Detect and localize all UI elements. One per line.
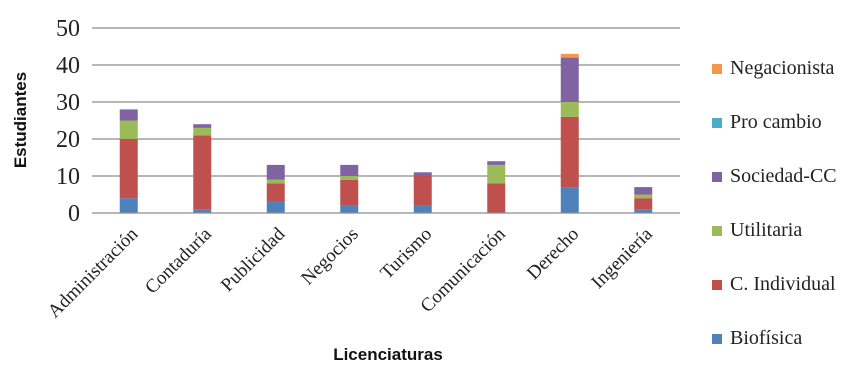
bar-segment — [487, 183, 506, 213]
bar-segment — [193, 135, 212, 210]
bar-segment — [487, 161, 506, 165]
bar-segment — [119, 139, 138, 199]
y-tick-label: 50 — [56, 16, 80, 42]
x-tick-label: Turismo — [376, 224, 436, 284]
bar-segment — [119, 120, 138, 139]
bar-segment — [634, 194, 653, 199]
bar-segment — [119, 198, 138, 213]
bar-segment — [340, 164, 359, 176]
bar-segment — [413, 176, 432, 206]
bar-segment — [340, 176, 359, 180]
bar-segment — [487, 164, 506, 184]
bar-segment — [560, 57, 579, 102]
legend-label: Sociedad-CC — [730, 165, 837, 187]
bar-segment — [119, 109, 138, 121]
x-tick-label: Derecho — [523, 224, 583, 284]
y-tick-label: 40 — [56, 53, 80, 79]
legend-label: Utilitaria — [730, 219, 802, 241]
x-tick-label: Negocios — [297, 224, 363, 290]
y-axis-title: Estudiantes — [11, 72, 30, 168]
bar-segment — [634, 209, 653, 213]
bar-segment — [266, 164, 285, 180]
y-tick-label: 20 — [56, 127, 80, 153]
bar-segment — [266, 201, 285, 213]
bar-segment — [560, 187, 579, 213]
x-tick-label: Contaduría — [141, 223, 216, 298]
bar-segment — [193, 127, 212, 136]
bar-segment — [340, 179, 359, 206]
legend-swatch — [712, 280, 722, 290]
bar-segment — [634, 198, 653, 210]
bar-segment — [413, 205, 432, 213]
legend-swatch — [712, 118, 722, 128]
y-tick-label: 10 — [56, 164, 80, 190]
x-tick-label: Publicidad — [217, 223, 290, 296]
x-axis-title: Licenciaturas — [333, 345, 443, 364]
legend: Negacionista Pro cambio Sociedad-CC Utilita… — [712, 57, 837, 349]
x-tick-label: Ingeniería — [587, 223, 657, 293]
bars — [119, 53, 653, 213]
legend-swatch — [712, 172, 722, 182]
legend-label: Biofísica — [730, 327, 802, 349]
bar-segment — [634, 187, 653, 195]
legend-swatch — [712, 334, 722, 344]
legend-label: Pro cambio — [730, 111, 822, 133]
y-tick-label: 30 — [56, 90, 80, 116]
bar-segment — [413, 172, 432, 176]
bar-segment — [193, 124, 212, 128]
bar-segment — [560, 53, 579, 58]
legend-swatch — [712, 226, 722, 236]
gridlines — [92, 27, 680, 177]
legend-swatch — [712, 64, 722, 74]
bar-segment — [560, 116, 579, 188]
legend-label: Negacionista — [730, 57, 835, 79]
y-axis-ticks: 0 10 20 30 40 50 — [56, 16, 80, 227]
bar-segment — [560, 102, 579, 117]
bar-segment — [266, 179, 285, 184]
bar-segment — [266, 183, 285, 202]
bar-segment — [193, 209, 212, 213]
bar-segment — [340, 205, 359, 213]
x-tick-label: Administración — [44, 223, 143, 322]
y-tick-label: 0 — [68, 201, 80, 227]
legend-label: C. Individual — [730, 273, 836, 295]
